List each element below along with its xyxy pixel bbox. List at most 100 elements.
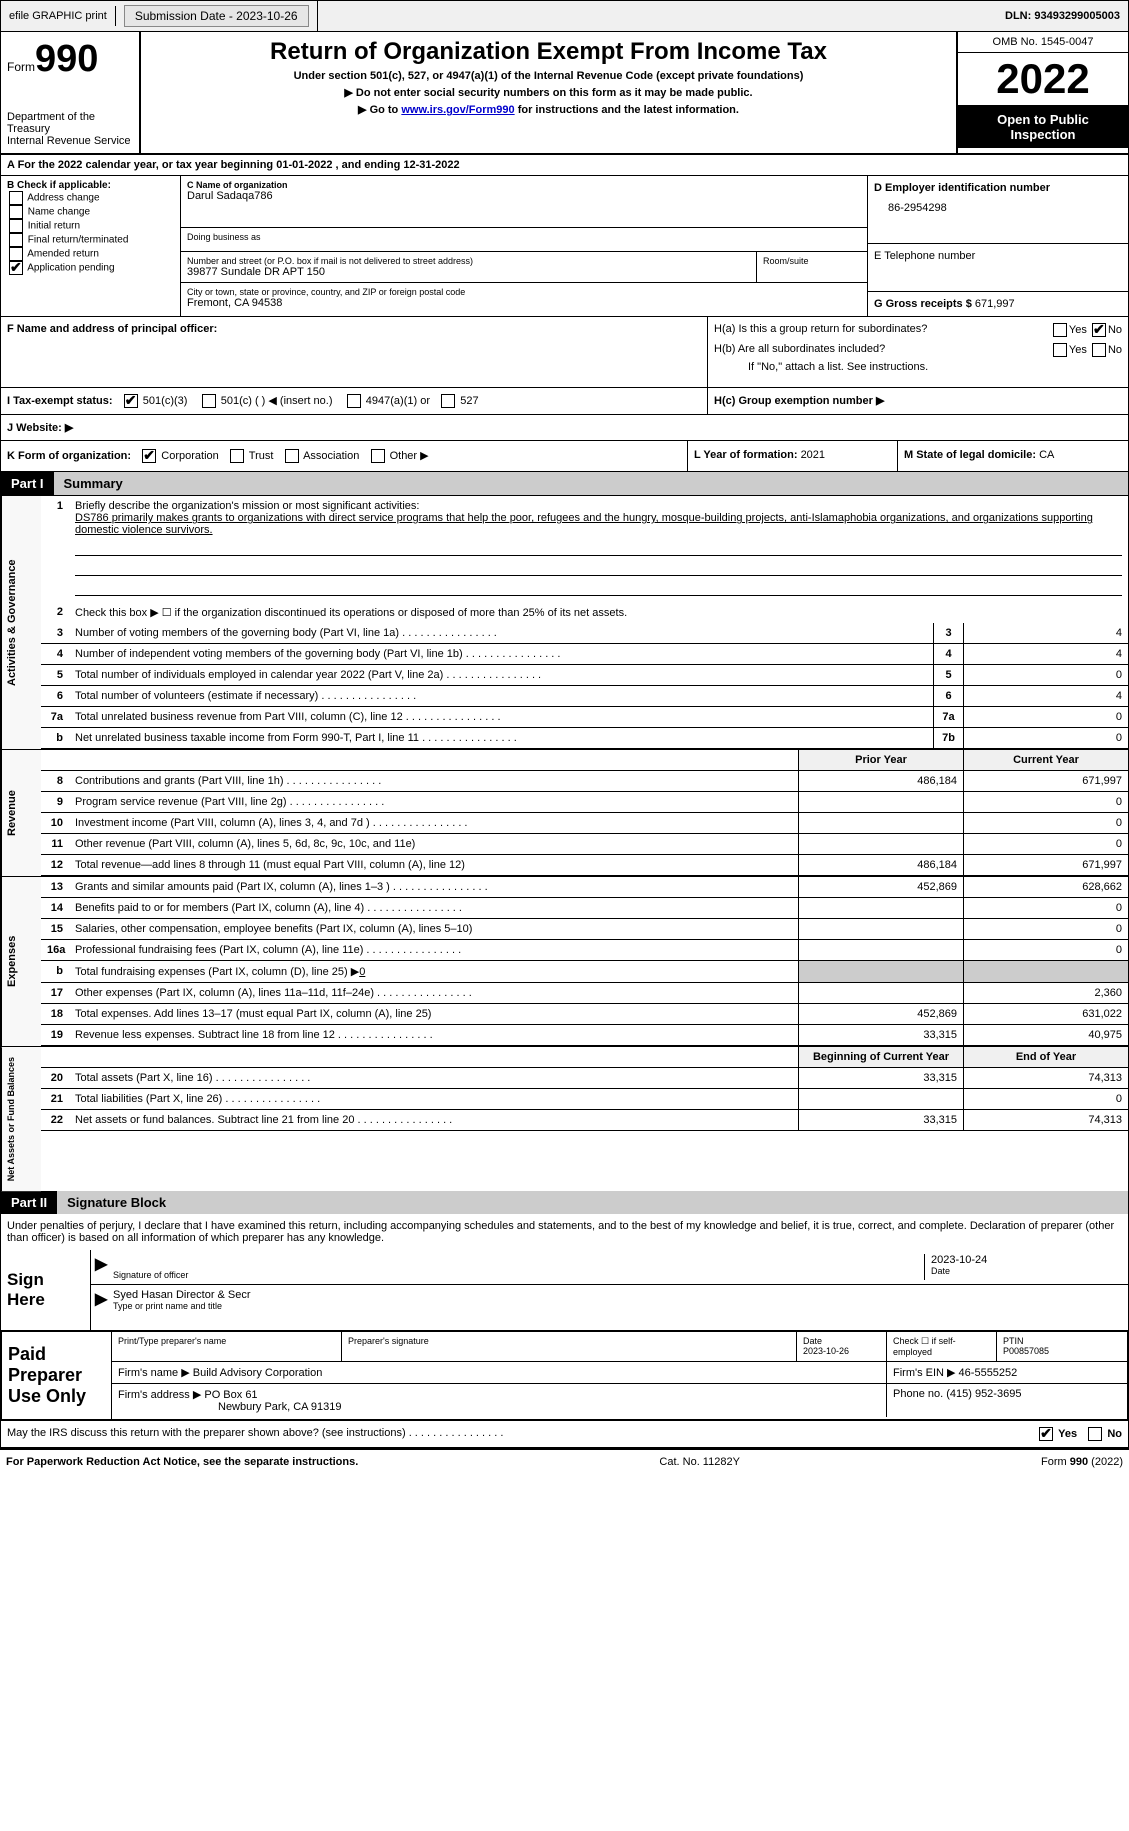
line-6: Total number of volunteers (estimate if … (69, 686, 933, 706)
prep-sig-label: Preparer's signature (342, 1332, 797, 1361)
line-7a: Total unrelated business revenue from Pa… (69, 707, 933, 727)
sign-here-label: Sign Here (1, 1250, 91, 1330)
line-13: Grants and similar amounts paid (Part IX… (69, 877, 798, 897)
efile-label: efile GRAPHIC print (1, 6, 116, 26)
city-state-zip: Fremont, CA 94538 (187, 297, 861, 309)
telephone-label: E Telephone number (874, 250, 1122, 262)
boy-hdr: Beginning of Current Year (798, 1047, 963, 1067)
gross-receipts-label: G Gross receipts $ (874, 298, 975, 310)
prep-name-label: Print/Type preparer's name (112, 1332, 342, 1361)
val-3: 4 (963, 623, 1128, 643)
line-16a: Professional fundraising fees (Part IX, … (69, 940, 798, 960)
curr-9: 0 (963, 792, 1128, 812)
section-b: B Check if applicable: Address change Na… (1, 176, 181, 316)
suite-label: Room/suite (763, 256, 861, 266)
chk-501c3[interactable] (124, 394, 138, 408)
name-title-label: Type or print name and title (113, 1301, 1124, 1311)
chk-final-return[interactable] (9, 233, 23, 247)
chk-trust[interactable] (230, 449, 244, 463)
firm-phone: Phone no. (415) 952-3695 (887, 1384, 1127, 1417)
tab-revenue: Revenue (1, 750, 41, 876)
subtitle-1: Under section 501(c), 527, or 4947(a)(1)… (147, 70, 950, 82)
form-of-organization: K Form of organization: Corporation Trus… (1, 441, 688, 471)
chk-application-pending[interactable] (9, 261, 23, 275)
mission-label: Briefly describe the organization's miss… (75, 500, 419, 512)
prior-8: 486,184 (798, 771, 963, 791)
eoy-22: 74,313 (963, 1110, 1128, 1130)
prep-ptin: PTIN P00857085 (997, 1332, 1127, 1361)
chk-corporation[interactable] (142, 449, 156, 463)
signature-officer-label: Signature of officer (113, 1270, 924, 1280)
line-19: Revenue less expenses. Subtract line 18 … (69, 1025, 798, 1045)
state-domicile: M State of legal domicile: CA (898, 441, 1128, 471)
chk-527[interactable] (441, 394, 455, 408)
chk-discuss-yes[interactable] (1039, 1427, 1053, 1441)
current-year-hdr: Current Year (963, 750, 1128, 770)
chk-ha-yes[interactable] (1053, 323, 1067, 337)
chk-501c[interactable] (202, 394, 216, 408)
arrow-icon: ▶ (95, 1254, 113, 1280)
omb-number: OMB No. 1545-0047 (958, 32, 1128, 53)
group-return-section: H(a) Is this a group return for subordin… (708, 317, 1128, 387)
firm-name: Firm's name ▶ Build Advisory Corporation (112, 1362, 887, 1383)
val-7a: 0 (963, 707, 1128, 727)
website-row: J Website: ▶ (1, 415, 1128, 441)
org-name: Darul Sadaqa786 (187, 190, 861, 202)
arrow-icon: ▶ (95, 1289, 113, 1313)
subtitle-2: ▶ Do not enter social security numbers o… (147, 86, 950, 99)
firm-address: Firm's address ▶ PO Box 61 Newbury Park,… (112, 1384, 887, 1417)
inspection-label: Open to Public Inspection (958, 106, 1128, 148)
prior-18: 452,869 (798, 1004, 963, 1024)
line-20: Total assets (Part X, line 16) (69, 1068, 798, 1088)
mission-text: DS786 primarily makes grants to organiza… (75, 512, 1093, 536)
form-title: Return of Organization Exempt From Incom… (147, 38, 950, 66)
catalog-number: Cat. No. 11282Y (659, 1456, 740, 1468)
line-9: Program service revenue (Part VIII, line… (69, 792, 798, 812)
chk-address-change[interactable] (9, 191, 23, 205)
prior-12: 486,184 (798, 855, 963, 875)
part-2-header: Part II Signature Block (1, 1191, 1128, 1214)
val-4: 4 (963, 644, 1128, 664)
eoy-21: 0 (963, 1089, 1128, 1109)
curr-8: 671,997 (963, 771, 1128, 791)
sig-date: 2023-10-24 (931, 1254, 1124, 1266)
line-a: A For the 2022 calendar year, or tax yea… (1, 155, 1128, 176)
eoy-20: 74,313 (963, 1068, 1128, 1088)
boy-20: 33,315 (798, 1068, 963, 1088)
curr-11: 0 (963, 834, 1128, 854)
irs-link[interactable]: www.irs.gov/Form990 (401, 104, 514, 116)
line-3: Number of voting members of the governin… (69, 623, 933, 643)
chk-hb-no[interactable] (1092, 343, 1106, 357)
curr-15: 0 (963, 919, 1128, 939)
part-1-header: Part I Summary (1, 472, 1128, 495)
curr-13: 628,662 (963, 877, 1128, 897)
submission-date-button[interactable]: Submission Date - 2023-10-26 (124, 5, 309, 27)
chk-discuss-no[interactable] (1088, 1427, 1102, 1441)
discuss-question: May the IRS discuss this return with the… (7, 1427, 1037, 1441)
date-label: Date (931, 1266, 1124, 1276)
chk-association[interactable] (285, 449, 299, 463)
val-6: 4 (963, 686, 1128, 706)
form-footer: Form 990 (2022) (1041, 1456, 1123, 1468)
form-number: 990 (35, 38, 98, 80)
val-7b: 0 (963, 728, 1128, 748)
curr-14: 0 (963, 898, 1128, 918)
tab-activities-governance: Activities & Governance (1, 496, 41, 749)
eoy-hdr: End of Year (963, 1047, 1128, 1067)
tax-year: 2022 (958, 53, 1128, 106)
line-16b: Total fundraising expenses (Part IX, col… (69, 961, 798, 982)
curr-19: 40,975 (963, 1025, 1128, 1045)
chk-name-change[interactable] (9, 205, 23, 219)
chk-hb-yes[interactable] (1053, 343, 1067, 357)
ein-label: D Employer identification number (874, 182, 1122, 194)
officer-name: Syed Hasan Director & Secr (113, 1289, 1124, 1301)
curr-18: 631,022 (963, 1004, 1128, 1024)
chk-other[interactable] (371, 449, 385, 463)
curr-10: 0 (963, 813, 1128, 833)
line-10: Investment income (Part VIII, column (A)… (69, 813, 798, 833)
chk-initial-return[interactable] (9, 219, 23, 233)
chk-ha-no[interactable] (1092, 323, 1106, 337)
prior-year-hdr: Prior Year (798, 750, 963, 770)
chk-4947[interactable] (347, 394, 361, 408)
prep-date: Date 2023-10-26 (797, 1332, 887, 1361)
